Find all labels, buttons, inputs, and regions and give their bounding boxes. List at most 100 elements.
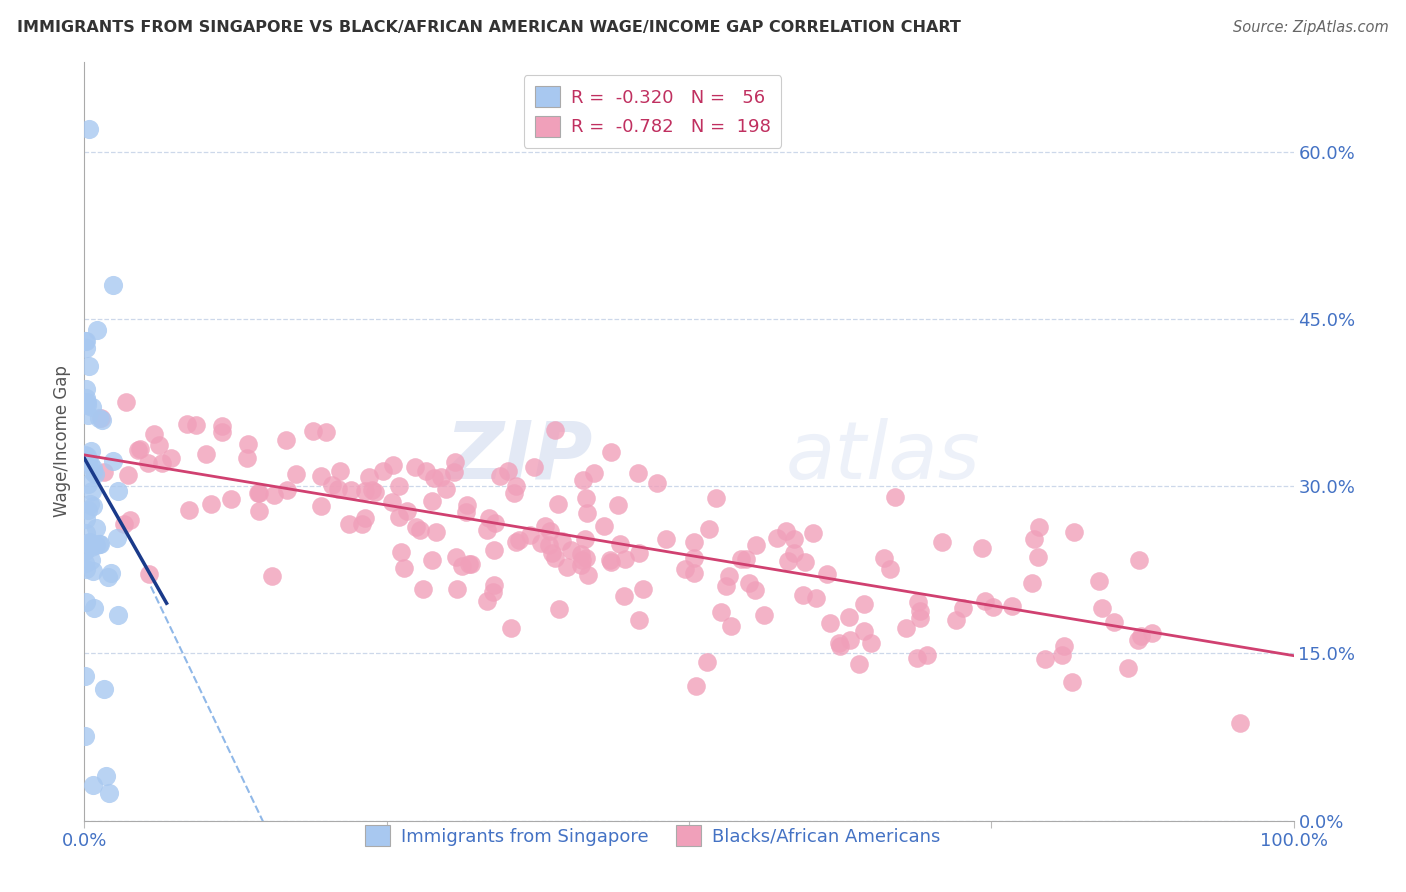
Point	[645, 475, 668, 490]
Point	[179, 503, 201, 517]
Text: IMMIGRANTS FROM SINGAPORE VS BLACK/AFRICAN AMERICAN WAGE/INCOME GAP CORRELATION : IMMIGRANTS FROM SINGAPORE VS BLACK/AFRIC…	[17, 20, 960, 35]
Point	[247, 504, 270, 518]
Point	[830, 639, 852, 653]
Point	[97, 569, 120, 583]
Point	[328, 482, 350, 496]
Point	[475, 524, 498, 538]
Point	[321, 478, 343, 492]
Point	[451, 559, 474, 574]
Point	[186, 418, 208, 433]
Point	[76, 398, 98, 412]
Point	[77, 536, 100, 550]
Point	[315, 425, 337, 439]
Point	[569, 547, 592, 561]
Point	[766, 531, 789, 545]
Point	[80, 541, 103, 555]
Point	[883, 490, 905, 504]
Point	[364, 485, 387, 500]
Point	[80, 400, 103, 414]
Point	[118, 513, 141, 527]
Y-axis label: Wage/Income Gap: Wage/Income Gap	[53, 366, 72, 517]
Point	[575, 491, 598, 505]
Point	[329, 464, 352, 478]
Point	[100, 566, 122, 581]
Point	[609, 537, 631, 551]
Point	[107, 483, 129, 498]
Point	[373, 464, 395, 478]
Point	[628, 614, 651, 628]
Point	[93, 682, 115, 697]
Point	[631, 582, 654, 597]
Point	[105, 531, 128, 545]
Point	[396, 504, 419, 518]
Point	[389, 545, 412, 559]
Point	[981, 599, 1004, 614]
Point	[1118, 661, 1140, 675]
Point	[79, 534, 101, 549]
Point	[793, 555, 815, 569]
Point	[1033, 652, 1056, 666]
Point	[76, 395, 98, 409]
Point	[543, 423, 565, 437]
Point	[80, 484, 103, 499]
Text: ZIP: ZIP	[444, 417, 592, 496]
Point	[582, 467, 605, 481]
Point	[673, 562, 696, 576]
Point	[460, 558, 482, 572]
Point	[613, 589, 636, 603]
Point	[907, 595, 929, 609]
Point	[409, 523, 432, 537]
Point	[404, 460, 426, 475]
Point	[443, 465, 465, 479]
Point	[1128, 553, 1150, 567]
Point	[79, 456, 101, 470]
Point	[430, 470, 453, 484]
Point	[129, 442, 152, 456]
Point	[801, 525, 824, 540]
Point	[425, 525, 447, 540]
Point	[82, 564, 104, 578]
Point	[73, 557, 96, 571]
Point	[86, 323, 108, 337]
Point	[576, 506, 599, 520]
Point	[541, 546, 564, 560]
Point	[75, 669, 97, 683]
Point	[339, 483, 361, 497]
Point	[420, 493, 443, 508]
Point	[80, 443, 103, 458]
Point	[575, 551, 598, 566]
Point	[84, 538, 107, 552]
Point	[75, 562, 97, 576]
Point	[211, 425, 233, 439]
Point	[87, 537, 110, 551]
Point	[388, 509, 411, 524]
Point	[695, 655, 717, 669]
Point	[456, 498, 478, 512]
Point	[75, 342, 97, 356]
Point	[93, 465, 115, 479]
Point	[792, 588, 814, 602]
Point	[654, 532, 676, 546]
Point	[501, 622, 523, 636]
Point	[599, 555, 621, 569]
Point	[211, 418, 233, 433]
Point	[576, 568, 599, 582]
Point	[682, 566, 704, 580]
Point	[550, 534, 572, 549]
Point	[502, 486, 524, 500]
Point	[98, 786, 121, 800]
Point	[704, 491, 727, 505]
Point	[388, 479, 411, 493]
Point	[247, 486, 270, 500]
Point	[82, 778, 104, 792]
Point	[815, 566, 838, 581]
Point	[76, 503, 98, 517]
Point	[75, 512, 97, 526]
Point	[247, 486, 270, 500]
Point	[285, 467, 308, 481]
Point	[94, 769, 117, 783]
Point	[423, 471, 446, 485]
Point	[519, 528, 541, 542]
Point	[263, 488, 285, 502]
Point	[683, 534, 706, 549]
